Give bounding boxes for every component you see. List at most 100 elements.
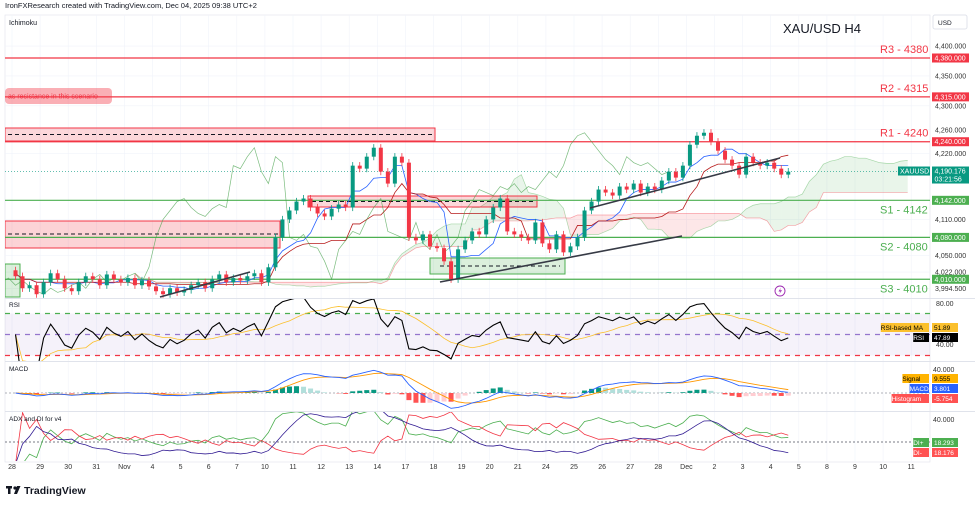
currency-button[interactable]: USD [932,14,968,30]
candle-body [758,162,763,166]
level-label: S1 - 4142 [880,204,928,216]
histogram-bar [596,387,602,393]
cloud-segment [359,282,367,283]
di-minus-line [15,412,789,461]
candle-body [322,213,327,217]
tradingview-logo[interactable]: TradingView [6,485,86,497]
histogram-bar [504,389,510,393]
histogram-bar [406,393,412,401]
candle-body [547,243,552,250]
candle-body [638,183,643,193]
candle-body [772,162,777,169]
time-tick: 9 [853,464,857,471]
time-tick: 4 [151,464,155,471]
cloud-segment [809,174,817,212]
candle-body [737,165,742,175]
macd-legend: Signal 9.555 [902,374,958,383]
histogram-bar [427,393,433,403]
annotation-box[interactable] [5,88,112,104]
candle-body [196,282,201,286]
candle-body [652,186,657,190]
legend-name-box [909,384,929,393]
candle-body [34,285,39,295]
cloud-segment [268,282,276,285]
current-price-box [932,166,969,184]
candle-body [723,150,728,160]
time-tick: 18 [430,464,438,471]
cloud-segment [472,207,480,230]
candle-body [687,144,692,166]
candle-body [435,246,440,249]
candle-body [41,282,46,295]
candle-body [175,288,180,293]
support-zone-left[interactable] [5,263,21,298]
rsi-tick-80: 80.00 [936,301,954,308]
alert-icon[interactable] [774,285,786,297]
candle-body [498,198,503,208]
cloud-segment [401,248,409,257]
time-tick: 27 [626,464,634,471]
cloud-segment [795,194,803,226]
cloud-segment [275,282,283,285]
symbol-badge [898,166,930,176]
cloud-segment [788,197,796,226]
cloud-segment [781,197,789,230]
cloud-segment [296,282,304,286]
cloud-segment [563,208,571,236]
histogram-bar [41,393,47,394]
price-tick: 4,350.000 [935,73,966,80]
resistance-zone-s1[interactable] [307,195,538,208]
trendline[interactable] [439,235,683,283]
candle-body [596,189,601,202]
time-tick: 30 [64,464,72,471]
cloud-segment [549,199,557,219]
cloud-segment [352,282,360,283]
trendline[interactable] [159,271,251,298]
macd-legend: MACD 3.801 [909,384,958,393]
candle-body [540,222,545,244]
candle-body [449,261,454,280]
candles [13,129,791,298]
time-tick: 11 [908,464,915,471]
candle-body [76,282,81,292]
histogram-bar [617,388,623,393]
histogram-bar [729,393,735,396]
candle-body [238,278,243,281]
cloud-segment [851,156,859,193]
histogram-bar [778,393,784,396]
price-tick: 4,400.000 [935,44,966,51]
histogram-bar [378,392,384,393]
price-badge-text: 4,142.000 [935,198,966,205]
cloud-segment [739,208,747,218]
candle-body [666,171,671,181]
cloud-segment [661,213,669,238]
histogram-bar [385,393,391,395]
price-tick: 4,260.000 [935,127,966,134]
trendline[interactable] [589,157,781,209]
histogram-bar [301,386,307,393]
cloud-segment [640,213,648,230]
cloud-segment [282,282,290,285]
candle-body [582,210,587,238]
histogram-bar [666,392,672,393]
time-tick: Dec [680,464,693,471]
cloud-segment [521,174,529,221]
cloud-segment [682,213,690,239]
candle-body [385,171,390,184]
candle-body [716,141,721,151]
legend-name: Signal [902,376,921,383]
legend-value: 18.176 [934,450,954,457]
time-tick: 21 [514,464,522,471]
histogram-bar [476,391,482,393]
candle-body [273,237,278,268]
histogram-bar [83,392,89,393]
cloud-segment [872,160,880,193]
price-badge [932,232,969,242]
level-label: R2 - 4315 [880,83,928,95]
macd-line [15,369,789,409]
price-tick: 4,220.000 [935,151,966,158]
cloud-segment [387,262,395,281]
trendlines[interactable] [159,157,786,298]
cloud-segment [816,164,824,208]
